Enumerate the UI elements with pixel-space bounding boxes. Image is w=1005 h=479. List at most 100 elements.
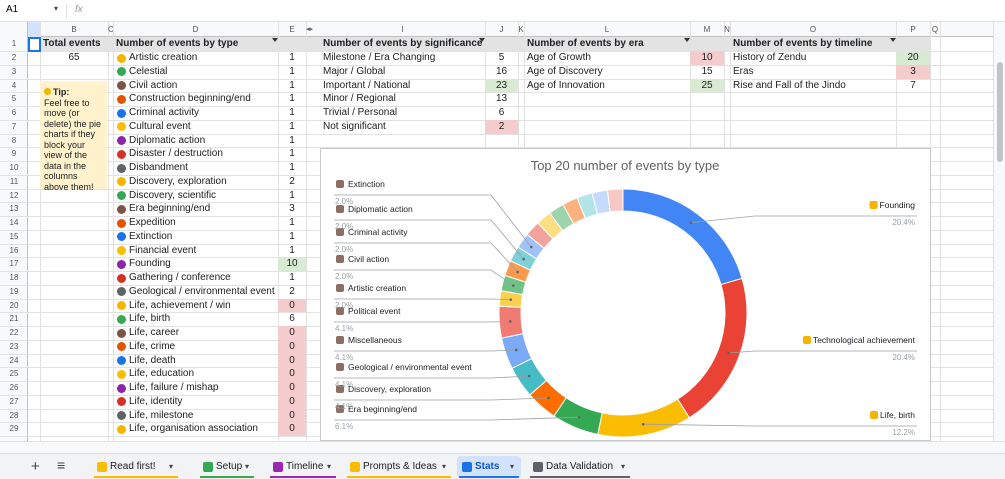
column-letter[interactable]: D [192,25,199,34]
scroll-thumb[interactable] [997,62,1003,162]
column-letter[interactable]: L [604,25,610,34]
row-number[interactable]: 3 [11,66,17,76]
leader-line [690,215,917,224]
tab-menu-arrow: ▾ [510,462,515,471]
label-icon [336,180,344,188]
row-number[interactable]: 25 [9,369,19,379]
tip-box: Tip: Feel free to move (or delete) the pi… [40,81,107,192]
row-value: 3 [289,203,295,215]
vertical-scrollbar[interactable] [993,22,1005,441]
column-letter[interactable]: I [401,25,404,34]
row-number[interactable]: 21 [9,314,19,324]
row-number[interactable]: 27 [9,396,19,406]
column-letter[interactable]: J [499,25,504,34]
row-label: Construction beginning/end [129,93,251,105]
type-icon [117,273,126,283]
row-label: Disbandment [129,162,188,173]
column-letter[interactable]: K [518,25,524,34]
row-value: 1 [289,162,295,173]
row-label: Life, death [129,354,176,366]
row-label: Life, milestone [129,409,194,421]
row-number[interactable]: 28 [9,410,19,420]
total-value: 65 [68,52,80,63]
row-number[interactable]: 7 [11,121,17,131]
row-number[interactable]: 1 [11,39,17,48]
row-number[interactable]: 18 [9,273,19,282]
row-number[interactable]: 20 [9,300,19,310]
row-number[interactable]: 9 [11,149,17,159]
sheet-tab[interactable]: Prompts & Ideas ▾ [345,456,453,478]
slice-label: Life, birth [880,410,915,420]
row-number[interactable]: 6 [11,108,17,117]
leader-dot [689,221,693,224]
tab-icon [462,462,472,472]
sheet-tab[interactable]: Setup ▾ [198,456,256,478]
row-number[interactable]: 19 [9,286,19,296]
row-number[interactable]: 29 [9,424,19,434]
leader-line [334,416,580,421]
column-letter[interactable]: B [71,25,77,34]
donut-chart[interactable]: Top 20 number of events by type Founding… [320,148,931,441]
column-letter[interactable]: M [703,25,711,34]
row-number[interactable]: 15 [9,231,19,241]
row-number[interactable]: 2 [11,53,17,62]
type-icon [117,163,126,173]
type-icon [117,356,126,365]
leader-dot [547,396,550,400]
tab-menu-arrow: ▾ [245,462,250,471]
row-number[interactable]: 23 [9,341,19,351]
row-line [0,147,993,149]
row-number[interactable]: 8 [11,135,17,145]
type-icon [117,108,126,118]
row-value: 1 [289,244,295,256]
row-value: 1 [289,189,295,201]
row-number[interactable]: 5 [11,94,17,104]
leader-dot [577,415,581,419]
row-number[interactable]: 22 [9,328,19,337]
row-number[interactable]: 17 [9,259,19,269]
tab-color-strip [459,476,519,478]
column-letter[interactable]: Q [931,25,939,34]
row-value: 2 [485,119,518,134]
row-label: Life, crime [129,340,176,352]
row-number[interactable]: 4 [11,80,17,90]
sheet-tab[interactable]: Timeline ▾ [268,456,338,478]
row-number[interactable]: 10 [9,163,19,172]
row-number[interactable]: 14 [9,218,19,227]
row-number[interactable]: 24 [9,355,19,365]
column-letter[interactable]: N [724,25,730,34]
sheet-tab[interactable]: Data Validation ▾ [528,456,632,478]
tab-color-strip [94,476,178,478]
column-header-bar [0,22,993,37]
leader-dot [514,348,518,352]
slice-percent: 2.0% [335,245,353,254]
row-number[interactable]: 16 [9,245,19,255]
row-label: Rise and Fall of the Jindo [733,79,846,91]
label-icon [869,201,878,209]
row-number[interactable]: 11 [9,176,19,186]
column-letter[interactable]: E [289,25,295,34]
horizontal-scrollbar[interactable] [0,441,1005,453]
type-icon [117,383,126,393]
add-sheet[interactable]: + [31,458,40,475]
leader-dot [522,257,525,261]
column-line [278,22,279,441]
row-number[interactable]: 12 [9,190,19,200]
column-letter[interactable]: C [108,25,113,34]
name-box[interactable]: A1 [6,4,19,15]
chart-title: Top 20 number of events by type [531,158,720,173]
row-number[interactable]: 13 [9,204,19,214]
row-label: Life, career [129,327,180,338]
sheet-tab[interactable]: Stats ▾ [457,456,521,478]
column-letter[interactable]: O [809,25,817,34]
label-icon [336,307,344,315]
row-label: Criminal activity [129,107,200,118]
tab-label: Setup [216,461,243,472]
slice-percent: 2.0% [335,272,353,281]
sheet-tab[interactable]: Read first! ▾ [92,456,180,478]
row-number[interactable]: 26 [9,383,19,392]
row-value: 1 [289,93,295,105]
all-sheets[interactable]: ≡ [57,457,66,473]
column-letter[interactable]: P [910,25,916,34]
row-label: Age of Discovery [527,65,603,77]
